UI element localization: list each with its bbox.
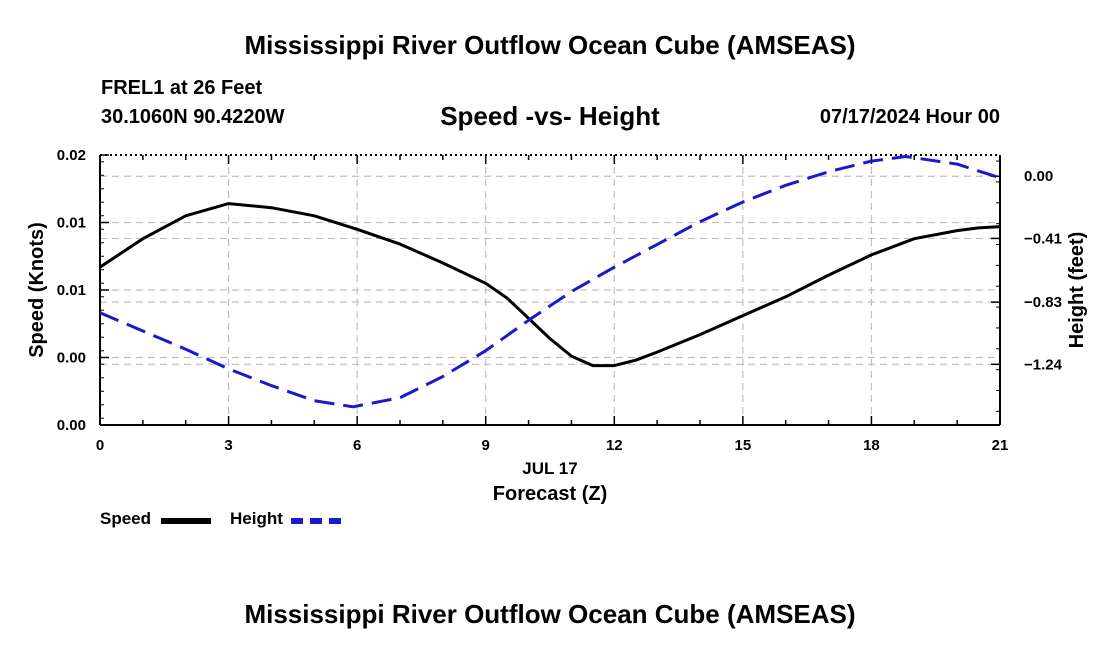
footer-title: Mississippi River Outflow Ocean Cube (AM… bbox=[244, 599, 856, 629]
x-tick-label: 6 bbox=[353, 437, 361, 454]
legend-height-swatch bbox=[291, 518, 341, 524]
legend-speed-swatch bbox=[161, 518, 211, 524]
x-tick-label: 3 bbox=[224, 437, 232, 454]
y-tick-label: 0.01 bbox=[57, 215, 86, 232]
x-tick-label: 15 bbox=[735, 437, 752, 454]
chart-subtitle: Speed -vs- Height bbox=[440, 101, 660, 131]
x-date-label: JUL 17 bbox=[522, 459, 577, 478]
x-tick-label: 12 bbox=[606, 437, 623, 454]
y-tick-label: 0.00 bbox=[57, 417, 86, 434]
series-line-height bbox=[99, 155, 1001, 409]
x-tick-label: 18 bbox=[863, 437, 880, 454]
y2-tick-label: 0.00 bbox=[1024, 168, 1053, 185]
x-tick-label: 9 bbox=[482, 437, 490, 454]
station-label: FREL1 at 26 Feet bbox=[101, 77, 263, 99]
y-tick-label: 0.02 bbox=[57, 147, 86, 164]
y-tick-label: 0.00 bbox=[57, 350, 86, 367]
forecast-datetime: 07/17/2024 Hour 00 bbox=[819, 106, 1000, 128]
y-axis-label: Speed (Knots) bbox=[26, 222, 48, 358]
chart-title: Mississippi River Outflow Ocean Cube (AM… bbox=[244, 30, 856, 60]
legend-height-label: Height bbox=[230, 509, 283, 528]
coordinates-label: 30.1060N 90.4220W bbox=[101, 106, 285, 128]
x-axis-label: Forecast (Z) bbox=[493, 483, 607, 505]
y-tick-label: 0.01 bbox=[57, 282, 86, 299]
y2-axis-label: Height (feet) bbox=[1066, 232, 1088, 349]
x-tick-label: 0 bbox=[96, 437, 104, 454]
y2-tick-label: −0.41 bbox=[1024, 230, 1062, 247]
legend-speed-label: Speed bbox=[100, 509, 152, 528]
x-tick-label: 21 bbox=[992, 437, 1009, 454]
y2-tick-label: −1.24 bbox=[1024, 356, 1063, 373]
series-line-speed bbox=[99, 202, 1001, 368]
y2-tick-label: −0.83 bbox=[1024, 294, 1062, 311]
